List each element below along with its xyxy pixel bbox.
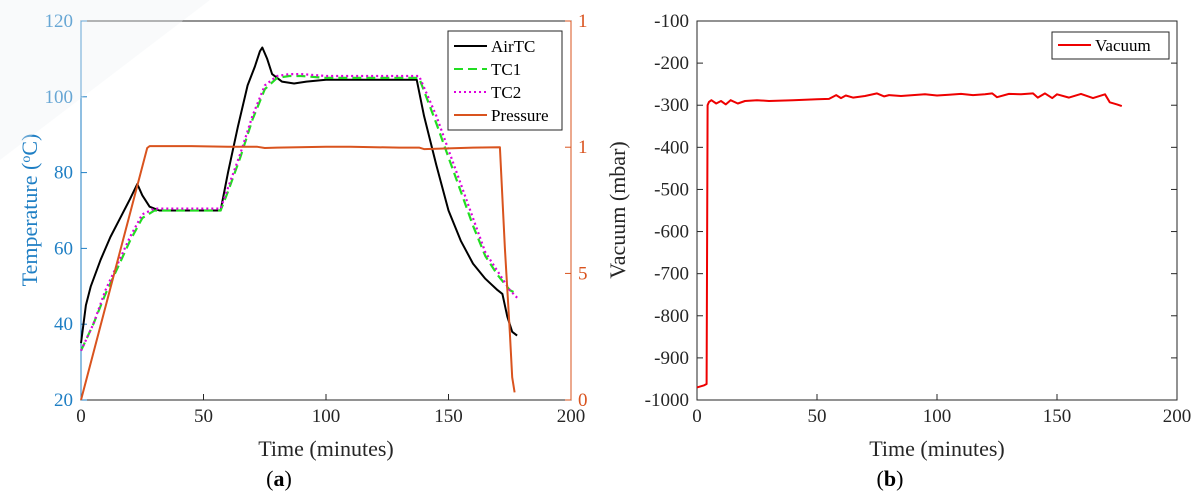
panel-b-legend-entries: Vacuum: [1058, 36, 1151, 55]
panel-a-caption-label: (a): [266, 466, 292, 491]
legend-label-pressure: Pressure: [491, 106, 549, 125]
panel-b-y-tick-label: -800: [654, 306, 689, 327]
panel-a-y-label-part-1: Temperature (: [17, 163, 42, 287]
series-line-tc1: [80, 74, 518, 352]
panel-a-series-lines: [80, 46, 518, 401]
series-line-tc2: [80, 72, 518, 352]
panel-b-y-tick-label: -100: [654, 11, 689, 32]
panel-a-x-tick-label: 200: [557, 406, 586, 427]
panel-a-y-tick-label: 20: [54, 390, 73, 411]
panel-b-x-axis-label: Time (minutes): [869, 436, 1004, 461]
panel-b-x-tick-label: 200: [1163, 406, 1192, 427]
panel-b-x-tick-label: 0: [692, 406, 702, 427]
panel-b-y-tick-label: -900: [654, 348, 689, 369]
panel-a-legend-entries: AirTC TC1 TC2 Pressure: [454, 37, 549, 125]
panel-b-y-tick-label: -700: [654, 264, 689, 285]
legend-label-tc2: TC2: [491, 83, 521, 102]
series-line-airtc: [80, 46, 518, 344]
panel-b-x-tick-label: 50: [808, 406, 827, 427]
panel-b-y-axis-label: Vacuum (mbar): [605, 141, 630, 278]
panel-b: 0 50 100 150 200 -1000 -900 -800 -700 -600 -500 -4…: [605, 11, 1191, 491]
panel-b-y-tick-label: -500: [654, 179, 689, 200]
legend-label-airtc: AirTC: [491, 37, 535, 56]
panel-b-caption-letter: b: [884, 466, 896, 491]
panel-b-x-tick-label: 100: [923, 406, 952, 427]
panel-a-y-axis-label: Temperature (oC): [17, 134, 42, 287]
panel-b-caption-label: (b): [877, 466, 904, 491]
panel-a-y-label-part-2: C): [17, 134, 42, 156]
panel-a-legend: AirTC TC1 TC2 Pressure: [447, 30, 563, 131]
panel-a-x-tick-label: 150: [434, 406, 463, 427]
panel-a-y-ticks-right: 0 5 1 1: [565, 11, 588, 411]
panel-b-y-tick-label: -200: [654, 53, 689, 74]
panel-a-y-tick-label: 120: [45, 11, 74, 32]
panel-a-x-axis-label: Time (minutes): [258, 436, 393, 461]
panel-b-y-tick-label: -600: [654, 222, 689, 243]
panel-a-y-label-superscript: o: [19, 156, 34, 163]
panel-a-y-tick-label: 80: [54, 163, 73, 184]
panel-a-right-tick-label: 0: [578, 390, 588, 411]
panel-a-x-tick-label: 100: [312, 406, 341, 427]
panel-a-y-tick-label: 60: [54, 238, 73, 259]
panel-b-x-tick-label: 150: [1043, 406, 1072, 427]
panel-a-y-tick-label: 100: [45, 87, 74, 108]
panel-a-caption-letter: a: [274, 466, 285, 491]
legend-label-vacuum: Vacuum: [1095, 36, 1151, 55]
watermark-corner-shape: [0, 0, 210, 160]
panel-a-caption-close: ): [285, 466, 292, 491]
panel-b-legend: Vacuum: [1051, 31, 1170, 60]
series-line-vacuum: [696, 92, 1123, 389]
panel-a-right-tick-label: 1: [578, 137, 588, 158]
panel-b-y-ticks: -1000 -900 -800 -700 -600 -500 -400 -300 -200 -10…: [645, 11, 1177, 411]
panel-a-legend-box: [447, 30, 563, 131]
panel-b-y-tick-label: -1000: [645, 390, 689, 411]
series-line-pressure: [80, 145, 516, 401]
panel-b-y-tick-label: -400: [654, 137, 689, 158]
panel-b-caption-close: ): [896, 466, 903, 491]
panel-b-series-lines: [696, 92, 1123, 389]
panel-b-caption-open: (: [877, 466, 884, 491]
panel-a-x-tick-label: 0: [76, 406, 86, 427]
legend-label-tc1: TC1: [491, 60, 521, 79]
panel-b-y-tick-label: -300: [654, 95, 689, 116]
panel-a-caption-open: (: [266, 466, 273, 491]
panel-a-x-ticks: 0 50 100 150 200: [76, 394, 585, 427]
panel-a: 0 50 100 150 200 20 40 60 80 100 120 0 5 1 1 AirTC TC…: [17, 11, 588, 491]
panel-a-right-tick-label: 5: [578, 263, 588, 284]
panel-a-y-tick-label: 40: [54, 314, 73, 335]
panel-a-right-tick-label: 1: [578, 11, 588, 32]
panel-a-x-tick-label: 50: [194, 406, 213, 427]
panel-b-x-ticks: 0 50 100 150 200: [692, 394, 1191, 427]
